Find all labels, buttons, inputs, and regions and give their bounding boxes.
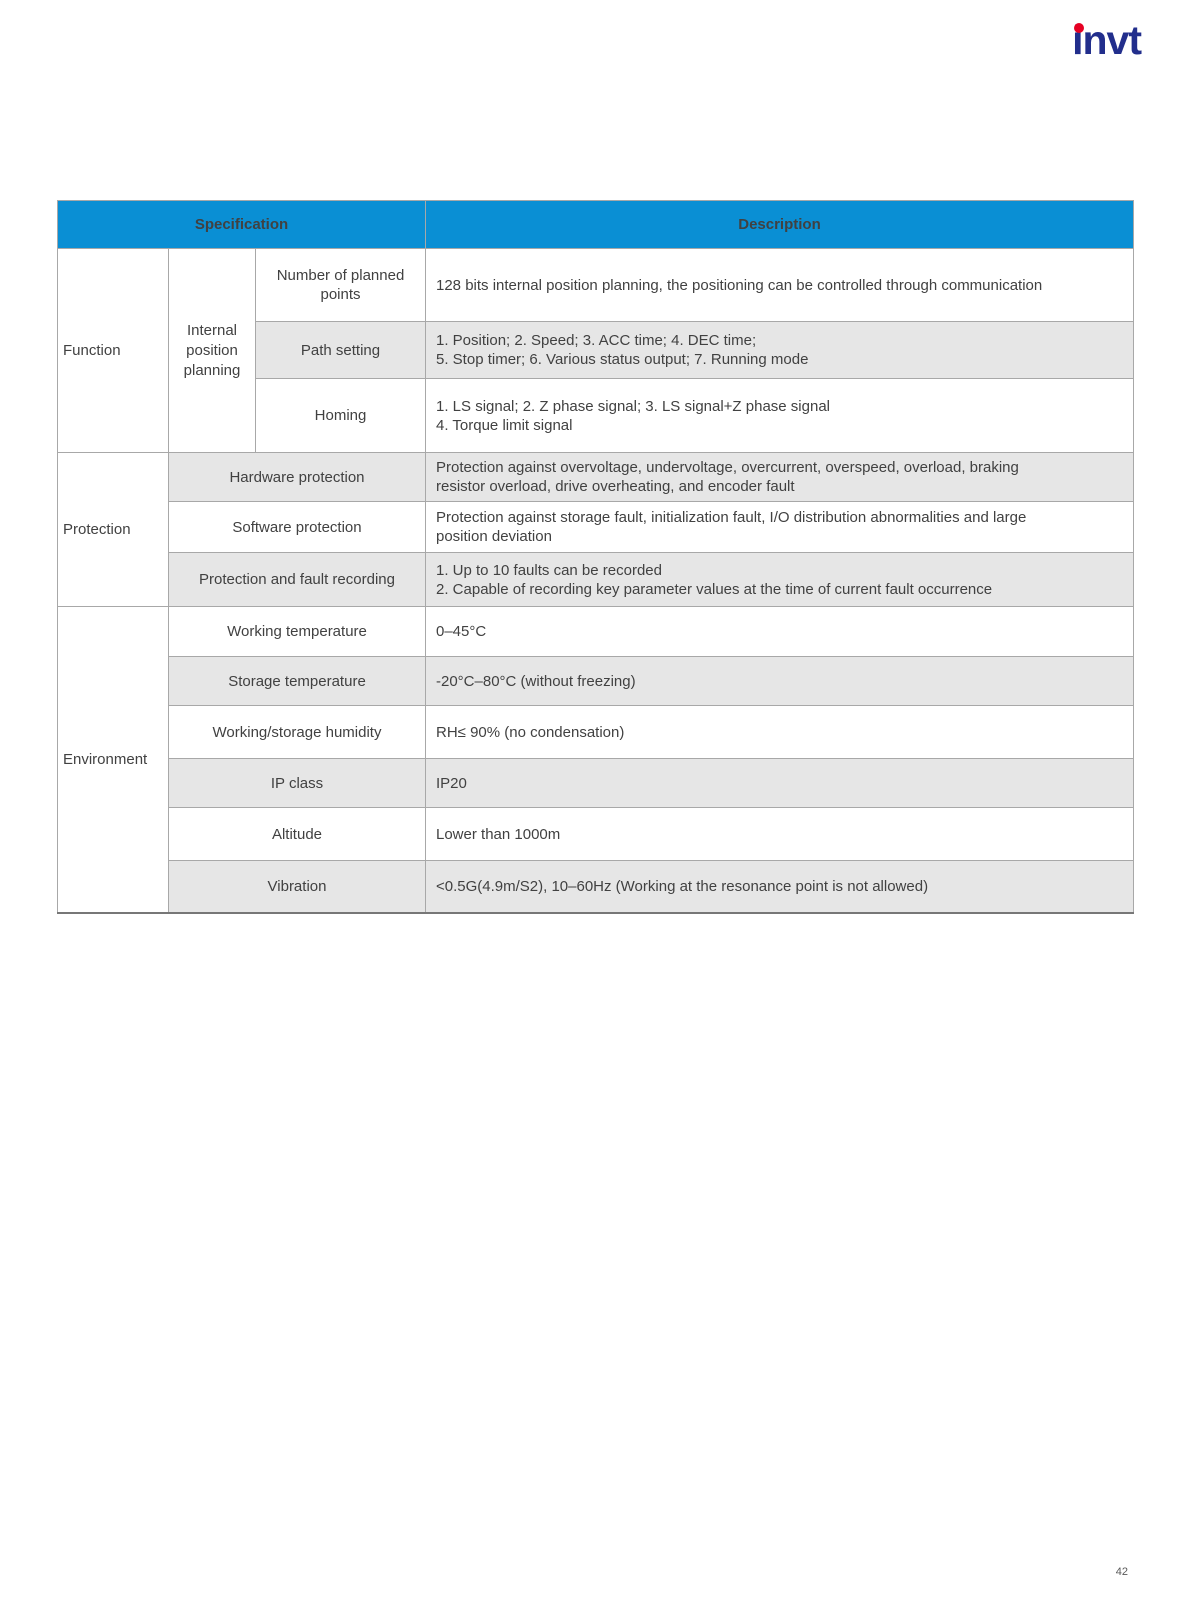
logo-red-dot-icon	[1074, 23, 1085, 33]
table-row: Path setting 1. Position; 2. Speed; 3. A…	[58, 321, 1134, 379]
table-row: Software protection Protection against s…	[58, 501, 1134, 553]
row-description: Lower than 1000m	[425, 807, 1134, 861]
row-description: <0.5G(4.9m/S2), 10–60Hz (Working at the …	[425, 860, 1134, 913]
row-description: Protection against storage fault, initia…	[425, 501, 1134, 553]
row-label-vibration: Vibration	[168, 860, 426, 913]
row-label-ip-class: IP class	[168, 758, 426, 808]
table-row: Homing 1. LS signal; 2. Z phase signal; …	[58, 378, 1134, 453]
table-row: Vibration <0.5G(4.9m/S2), 10–60Hz (Worki…	[58, 860, 1134, 913]
row-label-number-of-planned-points: Number of planned points	[255, 248, 426, 322]
description-header-cell: Description	[425, 200, 1134, 249]
row-description: 1. Up to 10 faults can be recorded 2. Ca…	[425, 552, 1134, 607]
row-label-hardware-protection: Hardware protection	[168, 452, 426, 502]
category-cell-function: Function	[57, 248, 169, 453]
category-cell-environment: Environment	[57, 606, 169, 913]
category-cell-protection: Protection	[57, 452, 169, 607]
row-label-homing: Homing	[255, 378, 426, 453]
table-row: Protection Hardware protection Protectio…	[57, 452, 1134, 607]
row-label-altitude: Altitude	[168, 807, 426, 861]
subcategory-cell-internal-position-planning: Internal position planning	[168, 248, 256, 453]
page-number: 42	[1115, 1566, 1128, 1578]
table-row: IP class IP20	[58, 758, 1134, 808]
invt-logo: invt	[1072, 20, 1142, 61]
table-row: Environment Working temperature 0–45°C	[57, 606, 1134, 913]
row-label-storage-temperature: Storage temperature	[168, 656, 426, 706]
row-description: 128 bits internal position planning, the…	[425, 248, 1134, 322]
row-label-working-temperature: Working temperature	[168, 606, 426, 657]
row-description: RH≤ 90% (no condensation)	[425, 705, 1134, 759]
table-row: Storage temperature -20°C–80°C (without …	[58, 656, 1134, 706]
row-description: Protection against overvoltage, undervol…	[425, 452, 1134, 502]
row-label-working-storage-humidity: Working/storage humidity	[168, 705, 426, 759]
table-row: Working/storage humidity RH≤ 90% (no con…	[58, 705, 1134, 759]
table-row: Altitude Lower than 1000m	[58, 807, 1134, 861]
row-label-software-protection: Software protection	[168, 501, 426, 553]
specification-header-cell: Specification	[57, 200, 426, 249]
row-description: -20°C–80°C (without freezing)	[425, 656, 1134, 706]
row-label-protection-and-fault-recording: Protection and fault recording	[168, 552, 426, 607]
row-description: IP20	[425, 758, 1134, 808]
table-row: Function Internal position planning Numb…	[57, 248, 1134, 453]
table-row: Protection and fault recording 1. Up to …	[58, 552, 1134, 607]
row-description: 1. LS signal; 2. Z phase signal; 3. LS s…	[425, 378, 1134, 453]
row-label-path-setting: Path setting	[255, 321, 426, 379]
table-header-row: Specification Description	[57, 200, 1134, 249]
row-description: 1. Position; 2. Speed; 3. ACC time; 4. D…	[425, 321, 1134, 379]
row-description: 0–45°C	[425, 606, 1134, 657]
specification-table: Specification Description Function Inter…	[57, 200, 1134, 914]
